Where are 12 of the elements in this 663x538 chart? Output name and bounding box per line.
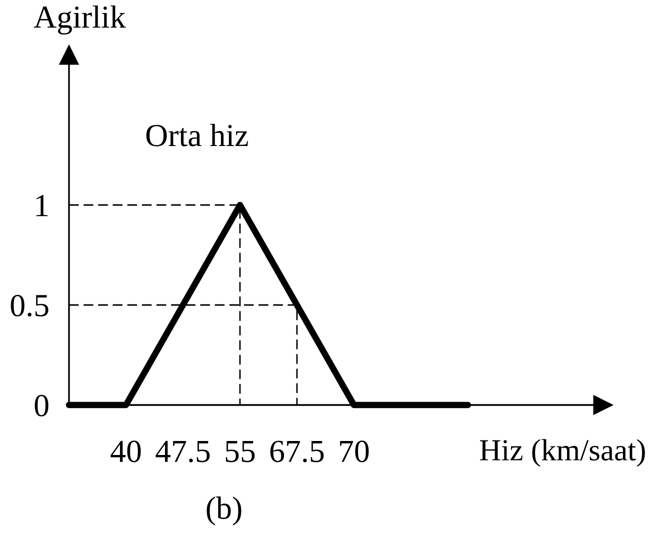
y-tick-label: 0 xyxy=(34,394,48,416)
text: (b) xyxy=(206,496,242,526)
y-tick-label: 1 xyxy=(36,194,48,216)
x-tick-label: 67.5 xyxy=(270,440,324,462)
x-axis-title: Hiz (km/saat) xyxy=(480,439,645,467)
series-label: Orta hiz xyxy=(146,124,248,146)
x-tick-label: 40 xyxy=(110,440,141,462)
x-tick-label: 47.5 xyxy=(156,440,210,462)
x-tick-label: 55 xyxy=(226,440,255,462)
y-tick-label: 0.5 xyxy=(10,294,48,317)
x-tick-label: 70 xyxy=(340,440,369,462)
y-axis-title: Agirlik xyxy=(34,5,126,35)
